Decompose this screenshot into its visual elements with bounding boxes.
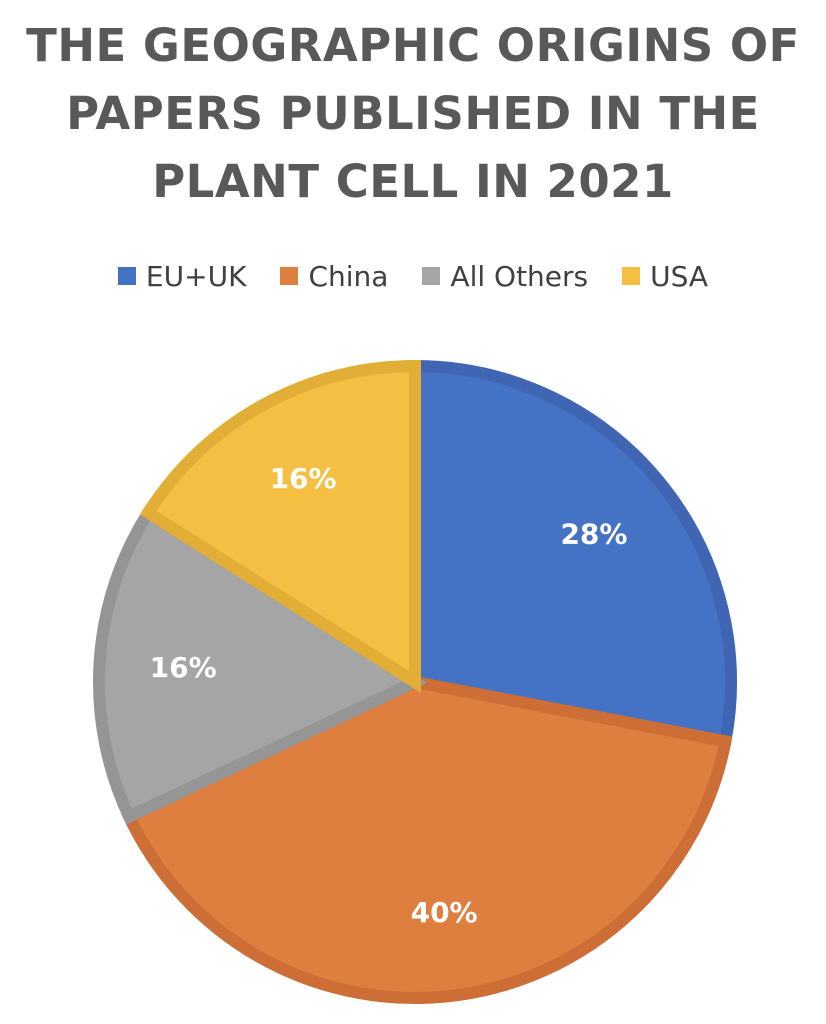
pie-slices — [93, 359, 737, 1004]
chart-legend: EU+UK China All Others USA — [0, 254, 826, 298]
legend-item-usa: USA — [622, 260, 708, 293]
pie-slice-all-others — [93, 504, 428, 825]
legend-label-usa: USA — [650, 259, 709, 293]
legend-label-all-others: All Others — [450, 259, 589, 293]
legend-swatch-usa — [622, 267, 641, 285]
legend-swatch-china — [280, 267, 299, 285]
legend-label-china: China — [308, 259, 389, 293]
pie-slice-china — [121, 675, 733, 1004]
chart-title: THE GEOGRAPHIC ORIGINS OF PAPERS PUBLISH… — [0, 12, 826, 216]
chart-title-line-1: THE GEOGRAPHIC ORIGINS OF — [26, 19, 800, 72]
legend-label-eu-uk: EU+UK — [145, 259, 247, 293]
legend-swatch-all-others — [422, 267, 441, 285]
chart-title-line-3: PLANT CELL IN 2021 — [152, 155, 674, 208]
pie-slice-usa — [139, 359, 421, 693]
slice-label-usa: 16% — [270, 462, 337, 495]
slice-label-eu-uk: 28% — [560, 517, 627, 550]
slice-label-china: 40% — [411, 896, 478, 929]
legend-item-all-others: All Others — [422, 260, 588, 293]
chart-title-line-2: PAPERS PUBLISHED IN THE — [66, 87, 760, 140]
pie-labels: 28% 40% 16% 16% — [150, 462, 628, 929]
pie-slice-eu-uk — [409, 359, 737, 749]
legend-item-china: China — [280, 260, 388, 293]
legend-swatch-eu-uk — [117, 267, 136, 285]
slice-label-all-others: 16% — [150, 651, 217, 684]
legend-item-eu-uk: EU+UK — [117, 259, 247, 293]
